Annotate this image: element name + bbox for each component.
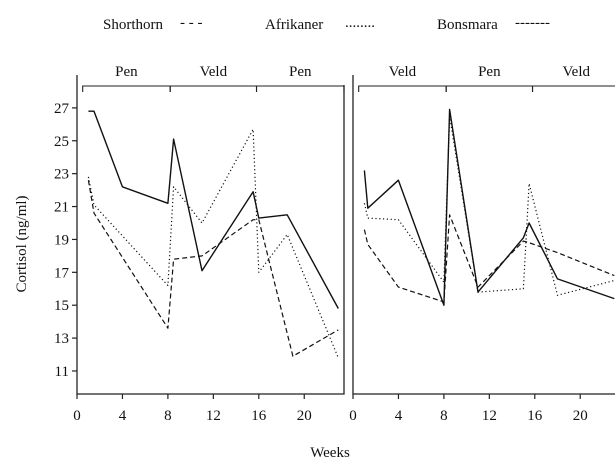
phase-label-veld: Veld bbox=[563, 64, 591, 80]
y-tick-label: 25 bbox=[54, 134, 69, 150]
phase-bracket bbox=[445, 85, 534, 92]
x-tick-label: 12 bbox=[482, 408, 497, 424]
legend-label-afrikaner: Afrikaner bbox=[265, 17, 323, 33]
x-tick-label: 16 bbox=[251, 408, 267, 424]
x-axis-title: Weeks bbox=[310, 445, 350, 459]
phase-label-pen: Pen bbox=[115, 64, 138, 80]
panel-left-frame bbox=[76, 75, 345, 395]
y-axis-title: Cortisol (ng/ml) bbox=[14, 195, 30, 292]
y-tick-label: 19 bbox=[54, 232, 69, 248]
series-line-afrikaner bbox=[87, 128, 339, 359]
x-tick-label: 8 bbox=[164, 408, 172, 424]
series-line-shorthorn bbox=[363, 108, 615, 306]
series-line-bonsmara bbox=[363, 214, 615, 303]
y-tick-label: 23 bbox=[54, 167, 69, 183]
y-tick-label: 17 bbox=[54, 265, 70, 281]
x-tick-label: 8 bbox=[440, 408, 448, 424]
phase-bracket bbox=[358, 85, 447, 92]
legend-sample-shorthorn: - - - bbox=[180, 15, 203, 31]
x-tick-label: 16 bbox=[527, 408, 543, 424]
phase-label-veld: Veld bbox=[389, 64, 417, 80]
y-tick-label: 15 bbox=[54, 298, 69, 314]
panel-right-frame bbox=[352, 75, 615, 395]
y-tick-label: 27 bbox=[54, 101, 70, 117]
x-tick-label: 0 bbox=[73, 408, 81, 424]
x-tick-label: 0 bbox=[349, 408, 357, 424]
phase-bracket bbox=[531, 85, 615, 92]
chart-marks: 11 13 15 17 19 21 23 25 27 0 4 8 12 16 20 Pen Veld Pen 0 4 8… bbox=[54, 64, 615, 424]
x-tick-label: 20 bbox=[297, 408, 312, 424]
x-tick-label: 12 bbox=[206, 408, 221, 424]
legend-sample-bonsmara: ------- bbox=[515, 15, 550, 31]
phase-bracket bbox=[82, 85, 171, 92]
series-line-afrikaner bbox=[363, 115, 615, 296]
x-tick-label: 20 bbox=[573, 408, 588, 424]
series-line-bonsmara bbox=[87, 180, 339, 357]
phase-label-veld: Veld bbox=[200, 64, 228, 80]
legend-sample-afrikaner: ........ bbox=[345, 15, 375, 31]
legend-label-shorthorn: Shorthorn bbox=[103, 17, 164, 33]
legend-label-bonsmara: Bonsmara bbox=[437, 17, 498, 33]
phase-label-pen: Pen bbox=[289, 64, 312, 80]
y-tick-label: 21 bbox=[54, 200, 69, 216]
x-tick-label: 4 bbox=[395, 408, 403, 424]
series-line-shorthorn bbox=[88, 110, 339, 309]
x-tick-label: 4 bbox=[119, 408, 127, 424]
y-tick-label: 13 bbox=[54, 331, 69, 347]
phase-bracket bbox=[255, 85, 345, 92]
phase-bracket bbox=[169, 85, 258, 92]
y-tick-label: 11 bbox=[55, 364, 69, 380]
phase-label-pen: Pen bbox=[478, 64, 501, 80]
legend: Shorthorn - - - Afrikaner ........ Bonsm… bbox=[103, 15, 550, 33]
